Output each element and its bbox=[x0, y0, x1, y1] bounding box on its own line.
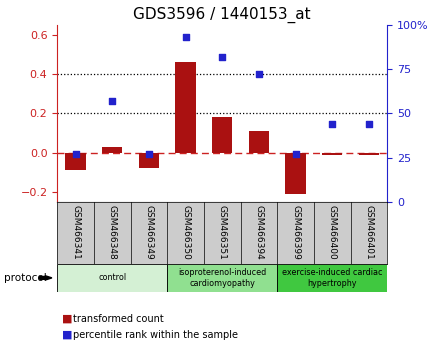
Bar bbox=[249, 131, 269, 153]
Point bbox=[219, 54, 226, 59]
Text: isoproterenol-induced
cardiomyopathy: isoproterenol-induced cardiomyopathy bbox=[178, 268, 266, 287]
Text: ■: ■ bbox=[62, 314, 72, 324]
Point bbox=[365, 121, 372, 127]
Bar bbox=[167, 264, 277, 292]
Text: GSM466394: GSM466394 bbox=[254, 205, 264, 259]
Text: percentile rank within the sample: percentile rank within the sample bbox=[73, 330, 238, 339]
Point bbox=[182, 34, 189, 40]
Text: GSM466399: GSM466399 bbox=[291, 205, 300, 260]
Text: GSM466349: GSM466349 bbox=[144, 205, 154, 259]
Bar bbox=[66, 153, 86, 170]
Bar bbox=[286, 153, 306, 194]
Point bbox=[292, 151, 299, 157]
Point bbox=[329, 121, 336, 127]
Bar bbox=[212, 117, 232, 153]
Bar bbox=[176, 62, 196, 153]
Text: GSM466348: GSM466348 bbox=[108, 205, 117, 259]
Bar bbox=[102, 147, 122, 153]
Text: GSM466401: GSM466401 bbox=[364, 205, 374, 259]
Text: GSM466351: GSM466351 bbox=[218, 205, 227, 260]
Bar bbox=[277, 264, 387, 292]
Bar bbox=[57, 264, 167, 292]
Bar bbox=[139, 153, 159, 169]
Text: control: control bbox=[98, 273, 126, 282]
Point bbox=[109, 98, 116, 104]
Text: protocol: protocol bbox=[4, 273, 47, 283]
Point bbox=[145, 151, 152, 157]
Text: GSM466350: GSM466350 bbox=[181, 205, 190, 260]
Text: transformed count: transformed count bbox=[73, 314, 163, 324]
Text: exercise-induced cardiac
hypertrophy: exercise-induced cardiac hypertrophy bbox=[282, 268, 382, 287]
Text: ■: ■ bbox=[62, 330, 72, 339]
Bar bbox=[322, 153, 342, 155]
Text: GSM466400: GSM466400 bbox=[328, 205, 337, 259]
Text: GSM466341: GSM466341 bbox=[71, 205, 80, 259]
Point bbox=[72, 151, 79, 157]
Bar bbox=[359, 153, 379, 155]
Point bbox=[255, 72, 262, 77]
Title: GDS3596 / 1440153_at: GDS3596 / 1440153_at bbox=[133, 7, 311, 23]
